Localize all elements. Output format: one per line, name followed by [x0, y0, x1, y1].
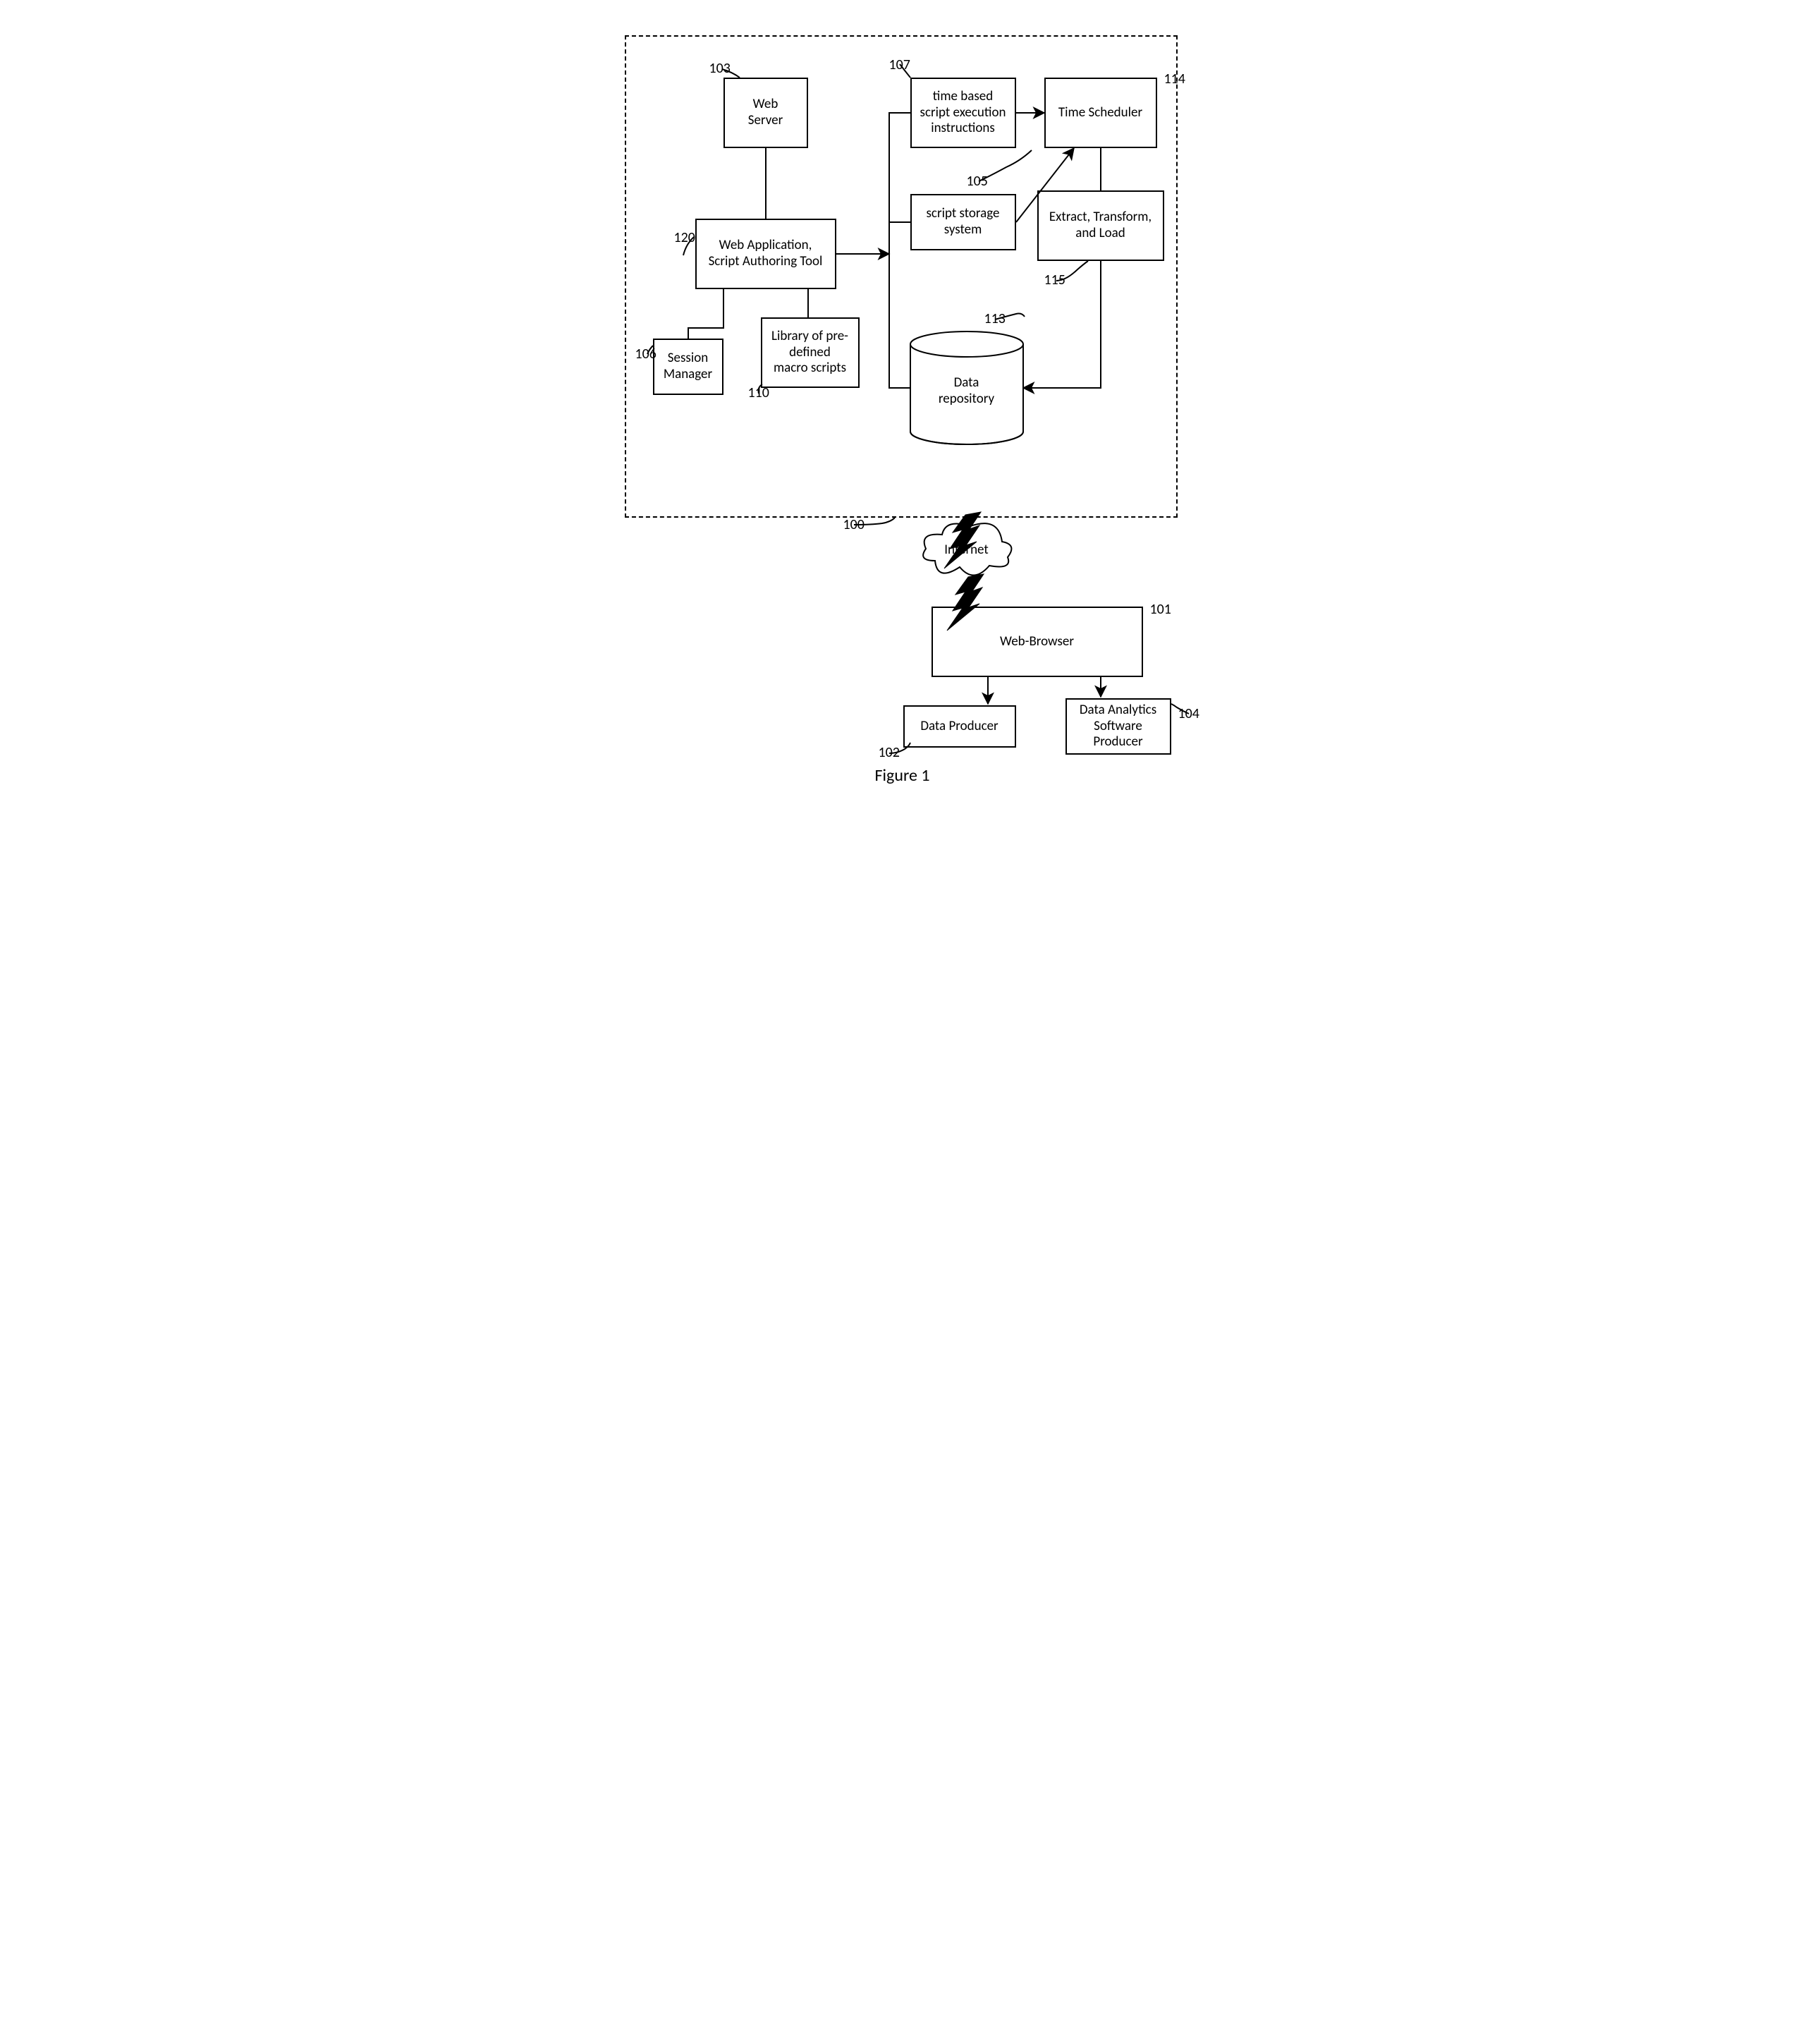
ref-103: 103	[709, 60, 731, 77]
ref-120: 120	[674, 229, 695, 246]
node-web_app: Web Application,Script Authoring Tool	[695, 219, 836, 289]
ref-104: 104	[1178, 705, 1199, 722]
ref-106: 106	[635, 346, 656, 363]
ref-113: 113	[984, 310, 1006, 327]
node-time_sched: Time Scheduler	[1044, 78, 1157, 148]
node-time_instr: time basedscript executioninstructions	[910, 78, 1016, 148]
node-data_prod: Data Producer	[903, 705, 1016, 748]
node-session_mgr: SessionManager	[653, 339, 723, 395]
ref-115: 115	[1044, 272, 1065, 288]
ref-102: 102	[879, 744, 900, 761]
node-data_repo: Datarepository	[910, 346, 1023, 437]
ref-110: 110	[748, 384, 769, 401]
ref-114: 114	[1164, 71, 1185, 87]
node-web_server: WebServer	[723, 78, 808, 148]
ref-105: 105	[967, 173, 988, 190]
node-internet: Internet	[924, 522, 1009, 578]
figure-caption: Figure 1	[875, 765, 930, 786]
node-script_store: script storagesystem	[910, 194, 1016, 250]
ref-107: 107	[889, 56, 910, 73]
node-library: Library of pre-definedmacro scripts	[761, 317, 860, 388]
node-browser: Web-Browser	[932, 607, 1143, 677]
node-analytics_prod: Data AnalyticsSoftwareProducer	[1065, 698, 1171, 755]
node-etl: Extract, Transform,and Load	[1037, 190, 1164, 261]
ref-100: 100	[843, 516, 865, 533]
ref-101: 101	[1150, 601, 1171, 618]
